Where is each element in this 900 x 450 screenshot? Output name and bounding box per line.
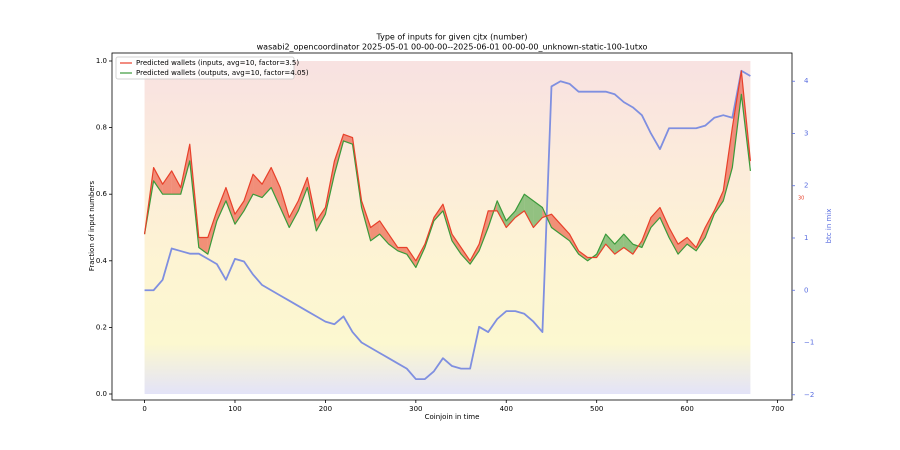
legend-label: Predicted wallets (outputs, avg=10, fact… xyxy=(136,69,309,77)
y2-tick-label: 3 xyxy=(804,129,808,137)
difference-fill xyxy=(198,237,208,255)
difference-fill xyxy=(162,170,172,195)
y2-tick-label: 2 xyxy=(804,182,808,190)
difference-fill xyxy=(153,167,163,195)
difference-fill xyxy=(379,220,389,245)
difference-fill xyxy=(578,250,588,261)
y-tick-label: 1.0 xyxy=(96,57,107,65)
y-tick-label: 0.6 xyxy=(96,190,108,198)
difference-fill xyxy=(207,210,217,255)
difference-fill xyxy=(533,200,543,228)
difference-fill xyxy=(560,224,570,241)
y-tick-label: 0.8 xyxy=(96,124,107,132)
difference-fill xyxy=(253,174,263,198)
x-tick-label: 300 xyxy=(409,405,422,413)
x-tick-label: 400 xyxy=(500,405,513,413)
plot-frame xyxy=(111,52,793,401)
difference-fill xyxy=(289,200,299,228)
y-tick-label: 0.0 xyxy=(96,390,107,398)
difference-fill xyxy=(623,234,633,255)
x-tick-label: 100 xyxy=(228,405,241,413)
difference-fill xyxy=(497,200,507,228)
difference-fill xyxy=(225,187,235,225)
y2-axis-label: btc in mix xyxy=(825,209,833,244)
difference-fill xyxy=(659,207,670,238)
difference-fill xyxy=(515,194,525,218)
difference-fill xyxy=(678,237,688,255)
y2-tick-label: −2 xyxy=(804,391,814,399)
difference-fill xyxy=(280,187,290,228)
difference-fill xyxy=(271,167,281,208)
x-tick-label: 600 xyxy=(680,405,693,413)
difference-fill xyxy=(669,227,679,255)
x-tick-label: 700 xyxy=(771,405,784,413)
x-tick-label: 0 xyxy=(142,405,146,413)
legend-box xyxy=(115,56,295,80)
difference-fill xyxy=(298,177,308,211)
difference-fill xyxy=(262,167,272,198)
difference-fill xyxy=(234,200,245,225)
difference-fill xyxy=(524,194,534,228)
difference-fill xyxy=(216,187,226,221)
difference-fill xyxy=(732,70,742,168)
difference-fill xyxy=(406,247,416,268)
y-tick-label: 0.4 xyxy=(96,257,108,265)
chart-subtitle: wasabi2_opencoordinator 2025-05-01 00-00… xyxy=(257,43,648,52)
y-tick-label: 0.2 xyxy=(96,323,107,331)
difference-fill xyxy=(244,174,254,211)
difference-fill xyxy=(171,170,181,195)
difference-fill xyxy=(397,247,407,255)
y2-tick-label: −1 xyxy=(804,339,814,347)
difference-fill xyxy=(641,217,651,248)
x-tick-label: 500 xyxy=(590,405,603,413)
legend-label: Predicted wallets (inputs, avg=10, facto… xyxy=(136,59,299,67)
y2-tick-label: 0 xyxy=(804,286,808,294)
chart-title: Type of inputs for given cjtx (number) xyxy=(375,33,527,42)
series-line xyxy=(144,69,751,380)
difference-fill xyxy=(452,234,462,255)
series-line xyxy=(143,93,751,269)
y2-tick-label: 1 xyxy=(804,234,808,242)
difference-fill xyxy=(316,207,326,231)
y2-tick-label: 4 xyxy=(804,77,809,85)
x-axis-label: Coinjoin in time xyxy=(425,413,480,421)
difference-fill xyxy=(605,234,615,255)
difference-fill xyxy=(506,210,516,228)
x-tick-label: 200 xyxy=(319,405,332,413)
y-axis-label: Fraction of input numbers xyxy=(88,180,96,271)
series-line xyxy=(143,70,752,262)
annotation: 30 xyxy=(798,196,804,202)
difference-fill xyxy=(650,207,660,228)
